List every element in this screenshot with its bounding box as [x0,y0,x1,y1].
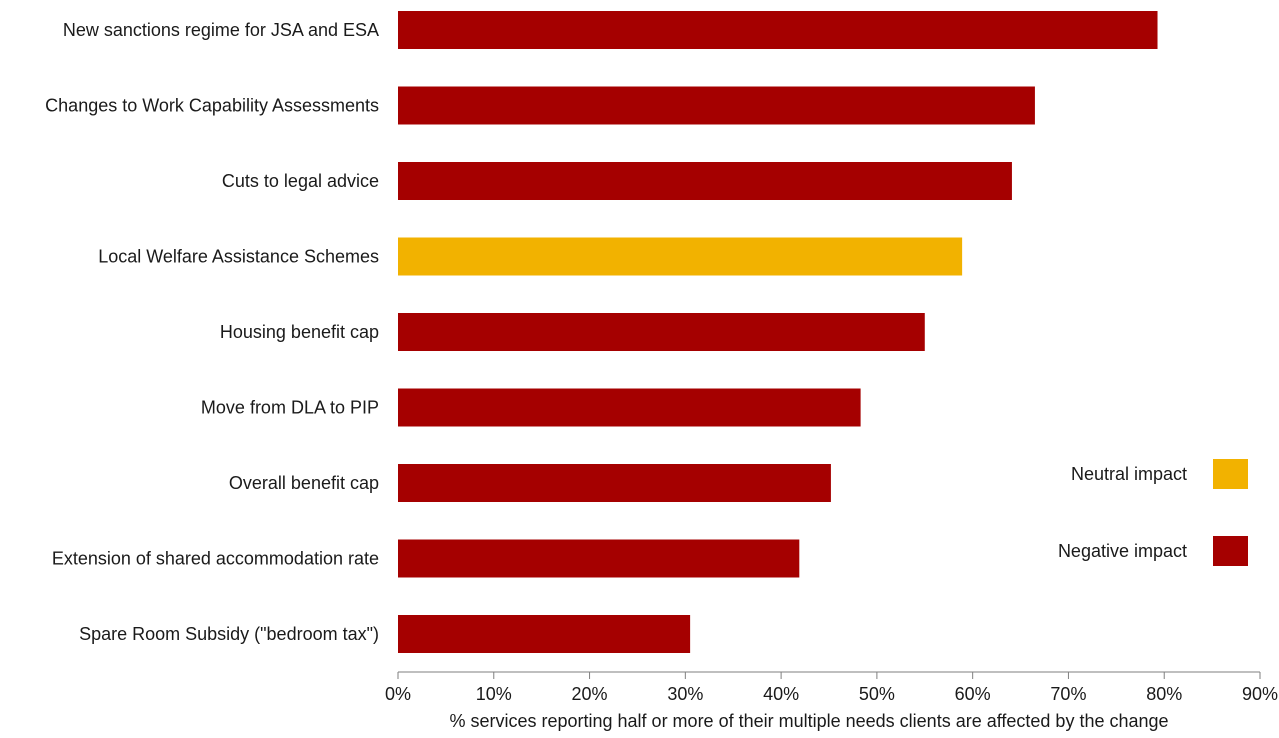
category-labels: New sanctions regime for JSA and ESA Chan… [45,20,379,644]
x-tick-label-5: 50% [859,684,895,704]
category-label-8: Extension of shared accommodation rate [52,549,379,569]
x-axis: 0% 10% 20% 30% 40% 50% 60% 70% 80% 90% [385,671,1278,704]
category-label-1: New sanctions regime for JSA and ESA [63,20,379,40]
x-tick-label-0: 0% [385,684,411,704]
category-label-5: Housing benefit cap [220,322,379,342]
x-tick-label-4: 40% [763,684,799,704]
bar-6 [398,388,861,427]
bar-5 [398,313,925,351]
category-label-3: Cuts to legal advice [222,171,379,191]
legend-swatch-negative [1213,536,1248,566]
category-label-4: Local Welfare Assistance Schemes [98,247,379,267]
legend-label-neutral: Neutral impact [1071,464,1187,484]
bars-group [398,11,1158,653]
x-axis-title: % services reporting half or more of the… [449,711,1168,731]
bar-1 [398,11,1158,49]
bar-8 [398,539,800,578]
bar-2 [398,86,1035,125]
category-label-9: Spare Room Subsidy ("bedroom tax") [79,624,379,644]
bar-4 [398,237,963,276]
legend: Neutral impact Negative impact [1058,459,1248,566]
category-label-7: Overall benefit cap [229,473,379,493]
bar-9 [398,615,691,653]
x-tick-label-1: 10% [476,684,512,704]
category-label-2: Changes to Work Capability Assessments [45,96,379,116]
bar-7 [398,464,831,502]
x-tick-label-6: 60% [955,684,991,704]
legend-label-negative: Negative impact [1058,541,1187,561]
legend-swatch-neutral [1213,459,1248,489]
category-label-6: Move from DLA to PIP [201,398,379,418]
x-tick-label-9: 90% [1242,684,1278,704]
x-tick-label-2: 20% [572,684,608,704]
bar-3 [398,162,1012,200]
x-tick-label-7: 70% [1050,684,1086,704]
x-tick-label-8: 80% [1146,684,1182,704]
x-tick-label-3: 30% [667,684,703,704]
